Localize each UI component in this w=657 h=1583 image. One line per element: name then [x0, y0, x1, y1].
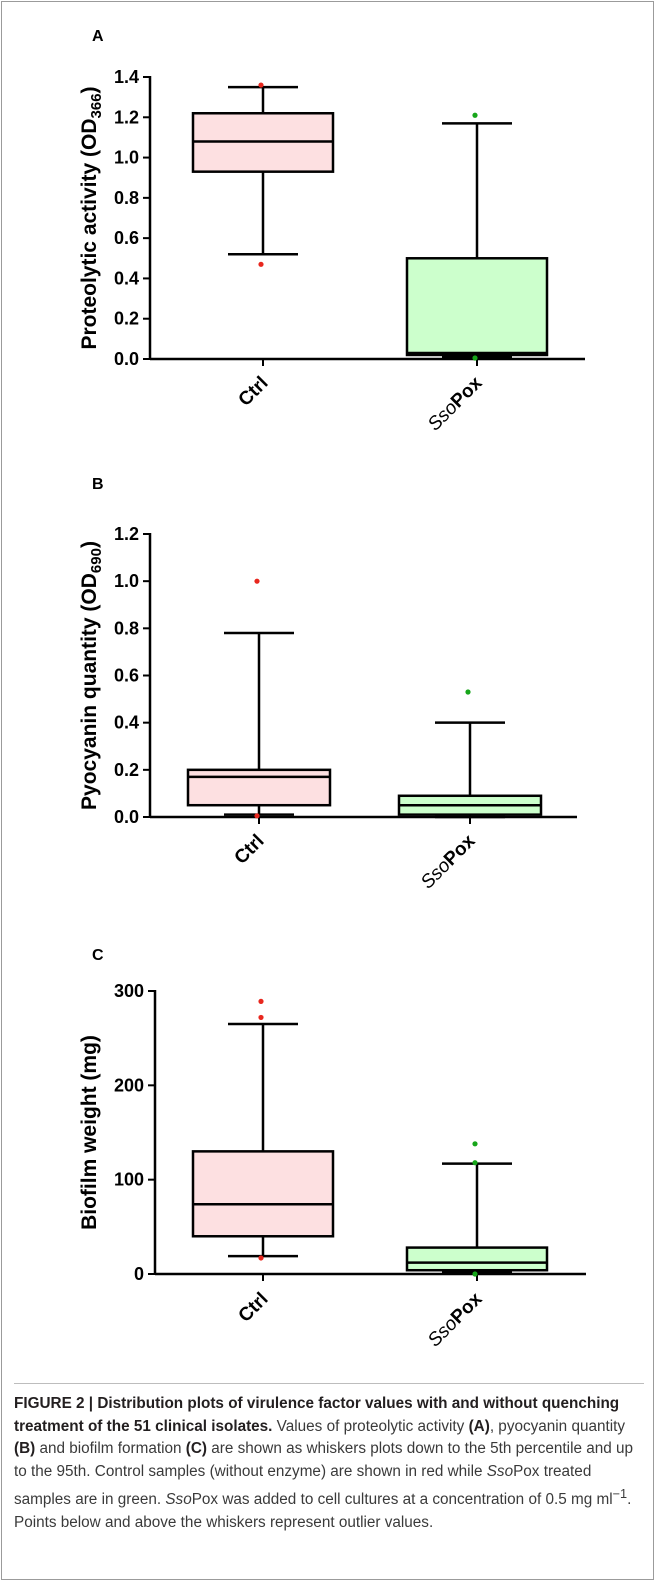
y-axis-title: Pyocyanin quantity (OD690): [78, 541, 105, 810]
panel-label: B: [92, 476, 104, 493]
iqr-box: [405, 1246, 549, 1272]
chart-panel-a: A Proteolytic activity (OD366) 0.0 0.2 0.4 0.…: [78, 28, 585, 435]
caption-text: Pox treated samples are in green.: [14, 1462, 592, 1509]
y-tick-label: 0.4: [114, 713, 139, 733]
caption-figure-label: FIGURE 2 |: [14, 1395, 98, 1412]
outlier-point: [254, 813, 260, 819]
y-tick-label: 0.6: [114, 666, 139, 686]
outlier-point: [258, 1255, 264, 1261]
caption-text: and biofilm formation: [35, 1440, 186, 1457]
caption-superscript: −1: [612, 1486, 628, 1501]
box-ssopox: SsoPox: [405, 1141, 549, 1351]
box-ctrl: Ctrl: [186, 578, 332, 869]
y-tick-label: 0.2: [114, 760, 139, 780]
x-category-label: SsoPox: [417, 830, 480, 893]
caption-title: Distribution plots of virulence factor v…: [14, 1395, 620, 1435]
y-tick-label: 0.0: [114, 807, 139, 827]
x-category-label: Ctrl: [235, 1289, 273, 1327]
caption-italic-sso: Sso: [165, 1491, 192, 1509]
outlier-point: [472, 112, 478, 118]
figure-charts: A Proteolytic activity (OD366) 0.0 0.2 0.4 0.…: [78, 28, 586, 1351]
y-tick-label: 1.0: [114, 571, 139, 591]
caption-text: , pyocyanin quantity: [489, 1417, 626, 1435]
iqr-box: [186, 768, 332, 807]
caption-text: . Points below and above the whiskers re…: [14, 1491, 632, 1531]
caption-italic-sso: Sso: [486, 1462, 514, 1480]
figure-caption: FIGURE 2 | Distribution plots of virulen…: [14, 1393, 646, 1534]
y-tick-label: 0.4: [114, 268, 139, 288]
y-tick-label: 1.4: [114, 67, 139, 87]
x-category-label: SsoPox: [424, 1288, 487, 1351]
y-tick-label: 0.8: [114, 618, 139, 638]
panel-label: C: [92, 947, 104, 964]
caption-divider: [14, 1383, 644, 1384]
y-tick-label: 100: [114, 1170, 144, 1190]
y-tick-label: 1.0: [114, 148, 139, 168]
box-ssopox: SsoPox: [397, 689, 543, 893]
box-ssopox: SsoPox: [405, 112, 549, 435]
y-tick-label: 0.8: [114, 188, 139, 208]
y-tick-label: 0.2: [114, 309, 139, 329]
outlier-point: [258, 998, 264, 1004]
outlier-point: [258, 1014, 264, 1021]
y-axis-title: Biofilm weight (mg): [78, 1035, 101, 1230]
outlier-point: [465, 689, 471, 695]
caption-text: Values of proteolytic activity: [272, 1417, 469, 1435]
y-tick-label: 0.0: [114, 349, 139, 369]
iqr-box: [191, 1150, 335, 1238]
caption-ref-c: (C): [185, 1440, 207, 1457]
outlier-point: [472, 1141, 478, 1147]
y-tick-label: 200: [114, 1075, 144, 1095]
y-tick-label: 0: [134, 1264, 144, 1284]
outlier-point: [258, 261, 264, 267]
chart-panel-c: C Biofilm weight (mg) 0 100 200 300 Ctrl SsoPox: [78, 947, 586, 1351]
outlier-point: [258, 82, 264, 88]
caption-text: are shown as whiskers plots down to the …: [14, 1440, 634, 1480]
x-category-label: SsoPox: [424, 372, 487, 435]
box-ctrl: Ctrl: [191, 82, 335, 411]
chart-panel-b: B Pyocyanin quantity (OD690) 0.0 0.2 0.4 0.6 0…: [78, 476, 577, 893]
y-tick-label: 300: [114, 981, 144, 1001]
y-tick-label: 0.6: [114, 228, 139, 248]
caption-ref-b: (B): [14, 1440, 36, 1457]
x-category-label: Ctrl: [231, 831, 269, 869]
y-tick-label: 1.2: [114, 524, 139, 544]
y-axis-title: Proteolytic activity (OD366): [78, 86, 105, 349]
y-tick-label: 1.2: [114, 107, 139, 127]
panel-label: A: [92, 28, 104, 45]
outlier-point: [472, 355, 478, 361]
outlier-point: [472, 1271, 478, 1277]
box-ctrl: Ctrl: [191, 998, 335, 1327]
iqr-box: [405, 257, 549, 357]
outlier-point: [472, 1160, 478, 1166]
outlier-point: [254, 578, 260, 584]
caption-text: Pox was added to cell cultures at a conc…: [191, 1491, 613, 1509]
x-category-label: Ctrl: [235, 373, 273, 411]
caption-ref-a: (A): [468, 1417, 490, 1435]
